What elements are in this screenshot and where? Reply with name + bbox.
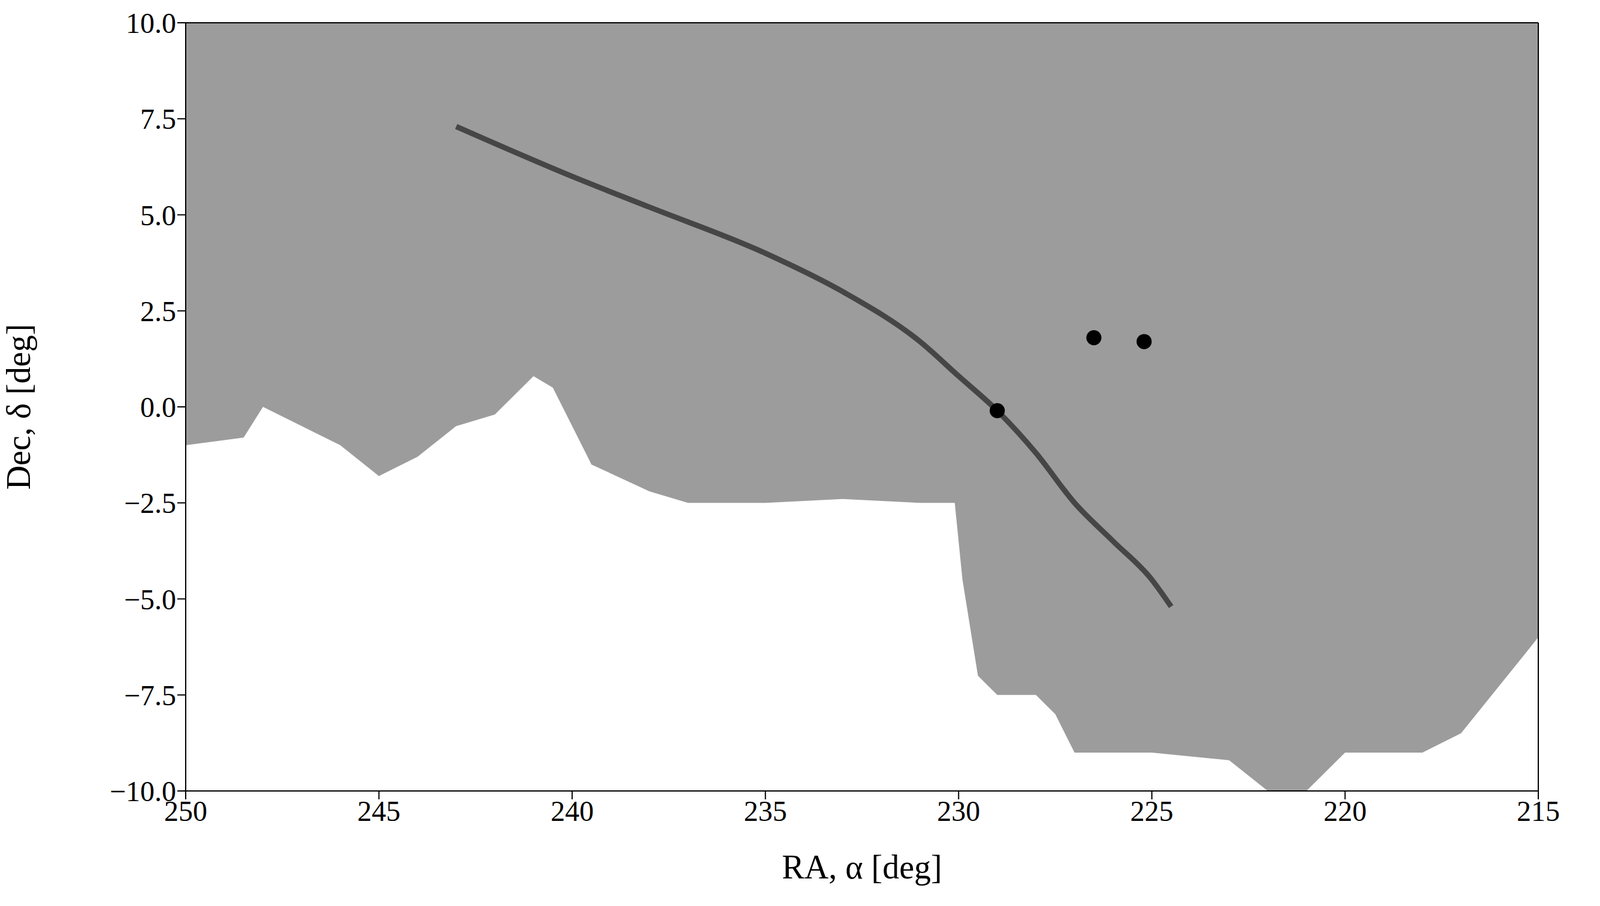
svg-text:235: 235 (743, 794, 788, 827)
svg-text:5.0: 5.0 (140, 199, 177, 232)
svg-text:0.0: 0.0 (140, 391, 177, 423)
svg-text:−5.0: −5.0 (123, 583, 177, 616)
svg-text:245: 245 (357, 794, 401, 827)
svg-text:−7.5: −7.5 (123, 679, 177, 712)
svg-text:RA, α [deg]: RA, α [deg] (781, 848, 942, 886)
svg-text:−10.0: −10.0 (109, 775, 177, 807)
svg-text:2.5: 2.5 (140, 295, 177, 328)
svg-text:225: 225 (1130, 794, 1174, 827)
svg-text:250: 250 (164, 794, 208, 827)
svg-text:230: 230 (936, 794, 981, 827)
svg-text:10.0: 10.0 (125, 7, 177, 39)
svg-text:−2.5: −2.5 (123, 487, 177, 519)
svg-text:220: 220 (1323, 794, 1367, 827)
svg-text:240: 240 (550, 794, 594, 827)
svg-text:7.5: 7.5 (140, 103, 177, 135)
svg-text:215: 215 (1516, 794, 1560, 827)
svg-text:Dec, δ [deg]: Dec, δ [deg] (0, 324, 38, 491)
